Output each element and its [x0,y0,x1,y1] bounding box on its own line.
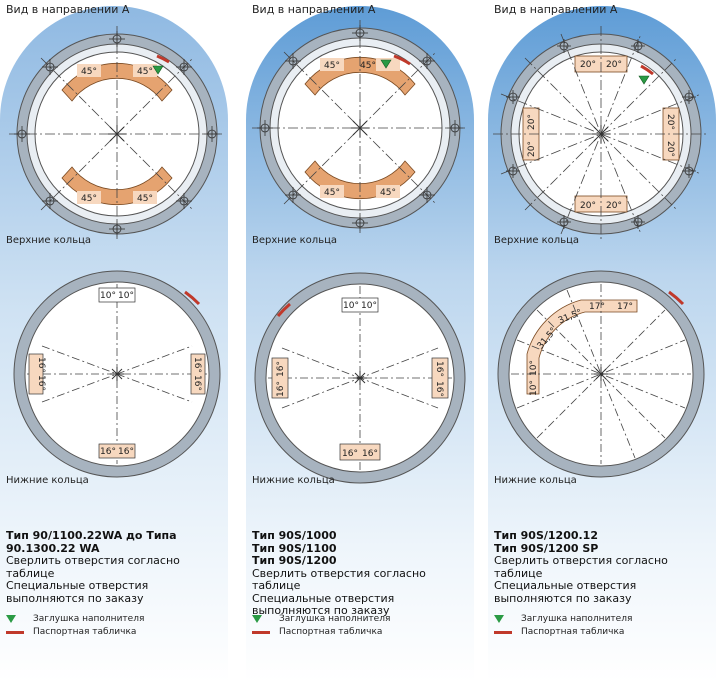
note-text: Сверлить отверстия согласно таблице [6,554,180,580]
lower-angle-label: 16° [192,357,202,373]
upper-angle-label: 20° [580,201,596,211]
nameplate-marker [640,64,654,76]
upper-angle-label: 45° [81,194,97,204]
upper-ring-label: Верхние кольца [252,235,338,246]
upper-angle-label: 45° [324,188,340,198]
type-description: Тип 90/1100.22WA до Типа 90.1300.22 WA С… [6,529,228,605]
view-title: Вид в направлении А [252,3,376,16]
note-text: Специальные отверстия выполняются по зак… [494,579,637,605]
legend-plug: Заглушка наполнителя [494,614,632,627]
lower-angle-label: 16° [342,449,358,459]
red-bar-icon [6,631,24,634]
upper-ring-label: Верхние кольца [6,235,92,246]
note-text: Сверлить отверстия согласно таблице [494,554,668,580]
lower-angle-label: 16° [362,449,378,459]
view-title: Вид в направлении А [6,3,130,16]
lower-ring-label: Нижние кольца [6,475,89,486]
lower-angle-label: 10° [118,291,134,301]
type-name: Тип 90S/1200 [252,554,337,567]
type-name: Тип 90S/1100 [252,541,337,555]
lower-ring-label: Нижние кольца [494,475,577,486]
lower-angle-label: 10° [343,301,359,311]
lower-angle-label: 16° [434,361,444,377]
type-description: Тип 90S/1200.12 Тип 90S/1200 SP Сверлить… [494,529,716,605]
type-description: Тип 90S/1000 Тип 90S/1100 Тип 90S/1200 С… [252,529,474,618]
green-triangle-icon [252,615,262,623]
filler-plug-marker [638,75,650,85]
upper-ring-label: Верхние кольца [494,235,580,246]
lower-angle-label: 16° [434,381,444,397]
upper-angle-label: 45° [137,194,153,204]
lower-ring-diagram: 10° 10° 16° 16° 16° 16° 16° 16° [13,270,221,478]
type-name: Тип 90/1100.22WA до Типа 90.1300.22 WA [6,529,177,555]
nameplate-marker [156,54,170,64]
nameplate-marker [184,290,201,306]
lower-band-arc [526,299,638,395]
lower-angle-label: 17° [589,302,605,312]
note-text: Специальные отверстия выполняются по зак… [252,591,395,617]
nameplate-marker [393,54,411,66]
panel-3: Вид в направлении А [488,0,716,682]
red-bar-icon [494,631,512,634]
lower-angle-label: 16° [276,361,286,377]
upper-angle-label: 20° [527,141,537,157]
lower-angle-label: 16° [36,357,46,373]
legend: Заглушка наполнителя Паспортная табличка [252,614,390,640]
filler-plug-marker [152,65,164,75]
upper-ring-diagram: 45° 45° 45° 45° [252,20,468,236]
lower-ring-label: Нижние кольца [252,475,335,486]
upper-angle-label: 45° [137,67,153,77]
upper-ring-diagram: 20° 20° 20° 20° 20° 20° 20° 20° [493,26,709,242]
legend-plug: Заглушка наполнителя [6,614,144,627]
green-triangle-icon [6,615,16,623]
upper-angle-label: 45° [324,61,340,71]
type-name: Тип 90S/1200.12 [494,529,598,542]
lower-angle-label: 17° [617,302,633,312]
upper-angle-label: 20° [665,141,675,157]
panel-1: Вид в направлении А [0,0,228,682]
lower-ring-diagram: 10° 10° 16° 16° 16° 16° 16° 16° [254,272,466,484]
upper-angle-label: 20° [665,114,675,130]
upper-angle-label: 20° [527,114,537,130]
red-bar-icon [252,631,270,634]
upper-angle-label: 20° [606,60,622,70]
legend: Заглушка наполнителя Паспортная табличка [6,614,144,640]
upper-angle-label: 20° [606,201,622,211]
view-title: Вид в направлении А [494,3,618,16]
lower-angle-label: 16° [192,375,202,391]
upper-ring-diagram: 45° 45° 45° 45° [9,26,225,242]
nameplate-marker [668,290,685,306]
type-name: Тип 90S/1000 [252,529,337,542]
lower-angle-label: 10° [100,291,116,301]
lower-angle-label: 16° [100,447,116,457]
legend-plug: Заглушка наполнителя [252,614,390,627]
green-triangle-icon [494,615,504,623]
upper-angle-label: 45° [380,188,396,198]
legend: Заглушка наполнителя Паспортная табличка [494,614,632,640]
note-text: Сверлить отверстия согласно таблице [252,566,426,592]
panel-2: Вид в направлении А [246,0,474,682]
lower-ring-diagram: 17° 17° 31,5° 31,5° 10° 10° [497,270,705,478]
lower-angle-label: 16° [36,375,46,391]
legend-plate: Паспортная табличка [6,627,144,640]
lower-angle-label: 10° [361,301,377,311]
upper-angle-label: 45° [360,61,376,71]
lower-angle-label: 16° [118,447,134,457]
legend-plate: Паспортная табличка [494,627,632,640]
note-text: Специальные отверстия выполняются по зак… [6,579,149,605]
nameplate-marker [276,302,291,317]
type-name: Тип 90S/1200 SP [494,541,599,555]
upper-angle-label: 20° [580,60,596,70]
filler-plug-marker [380,59,392,69]
lower-angle-label: 16° [276,381,286,397]
upper-angle-label: 45° [81,67,97,77]
legend-plate: Паспортная табличка [252,627,390,640]
lower-angle-label: 10° [529,380,539,396]
lower-angle-label: 10° [529,360,539,376]
